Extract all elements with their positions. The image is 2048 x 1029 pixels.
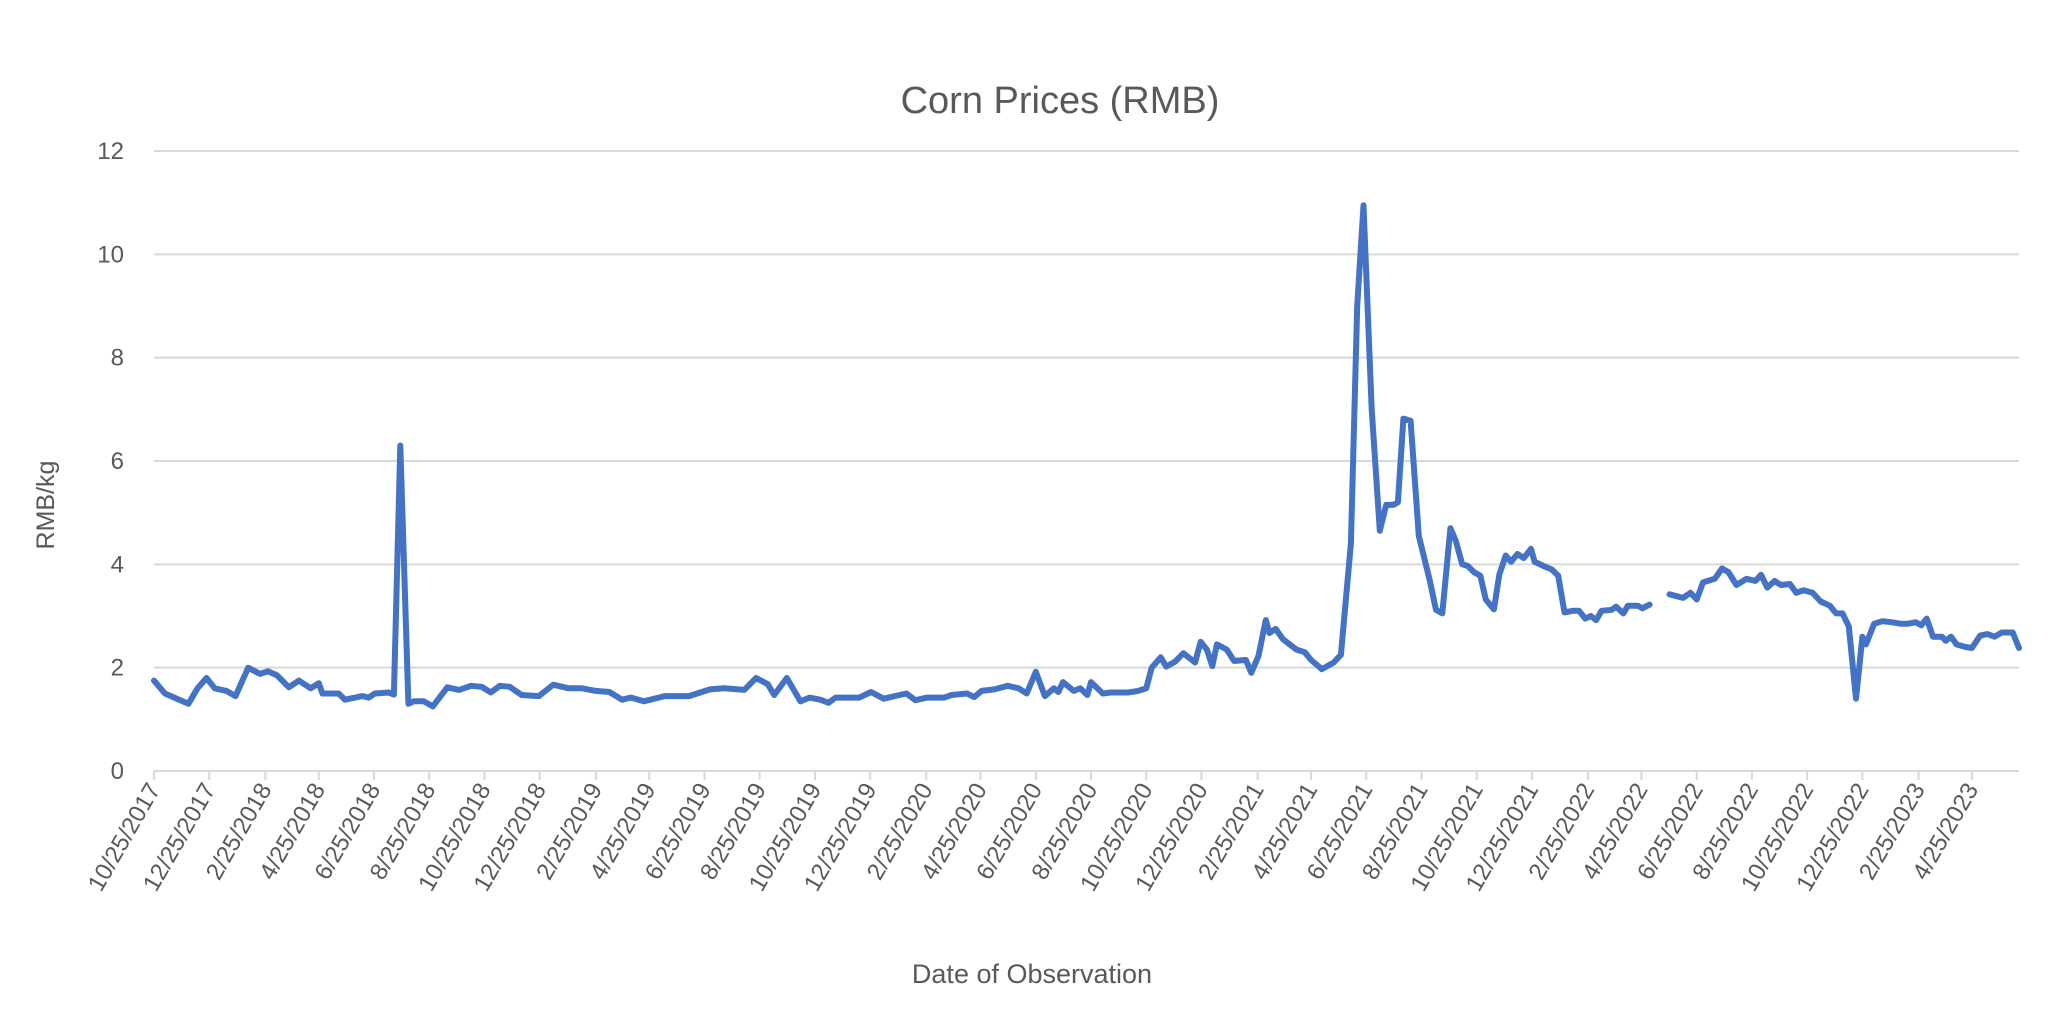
y-tick-label: 2 (111, 655, 124, 682)
chart-title: Corn Prices (RMB) (901, 80, 1220, 122)
series-line-segment (1666, 565, 2022, 702)
y-tick-label: 10 (97, 241, 124, 268)
y-tick-label: 4 (111, 551, 124, 578)
y-tick-label: 6 (111, 448, 124, 475)
y-axis-tick-labels: 0 2 4 6 8 10 12 (97, 138, 124, 785)
series-line (151, 202, 2022, 710)
y-tick-label: 0 (111, 758, 124, 785)
y-tick-label: 12 (97, 138, 124, 165)
y-axis-label: RMB/kg (32, 461, 60, 550)
y-tick-label: 8 (111, 345, 124, 372)
x-axis-label: Date of Observation (912, 959, 1152, 989)
